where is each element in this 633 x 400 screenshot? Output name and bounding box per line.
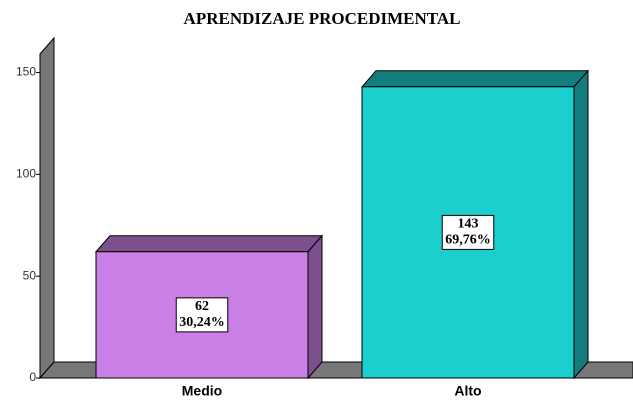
x-tick-label: Medio [182,383,222,399]
x-tick-label: Alto [454,383,481,399]
chart-title: APRENDIZAJE PROCEDIMENTAL [184,9,461,28]
y-tick-label: 100 [16,167,36,181]
bar-top [94,235,324,253]
value-label-box [175,297,229,333]
value-label-box [441,214,495,250]
y-tick-label: 0 [29,370,36,384]
value-label-text: 30,24% [179,315,225,330]
y-tick-label: 50 [23,268,37,282]
y-tick-label: 150 [16,65,36,79]
value-label-text: 62 [195,299,209,314]
left-wall [39,36,55,380]
bar-top [360,70,590,88]
value-label-text: 143 [458,217,479,232]
bar-side [573,69,589,380]
value-label-text: 69,76% [445,233,491,248]
bar-side [307,234,323,380]
